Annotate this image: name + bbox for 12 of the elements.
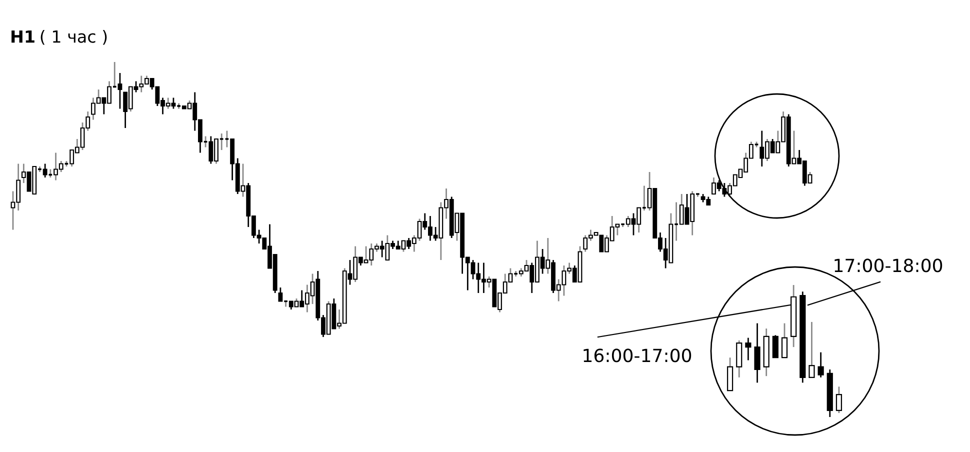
- text: 17:00-18:00: [834, 258, 942, 272]
- candlestick: [754, 322, 760, 384]
- candlestick: [781, 322, 788, 358]
- candlestick: [808, 321, 815, 378]
- candlestick: [836, 386, 842, 414]
- candlestick: [772, 334, 778, 358]
- candlestick: [745, 337, 752, 361]
- candlestick: [726, 356, 734, 392]
- text: 16:00-17:00: [584, 348, 692, 362]
- candlestick: [818, 352, 824, 378]
- chart-title: H1 ( 1 час ): [12, 30, 107, 45]
- candlestick: [736, 340, 742, 378]
